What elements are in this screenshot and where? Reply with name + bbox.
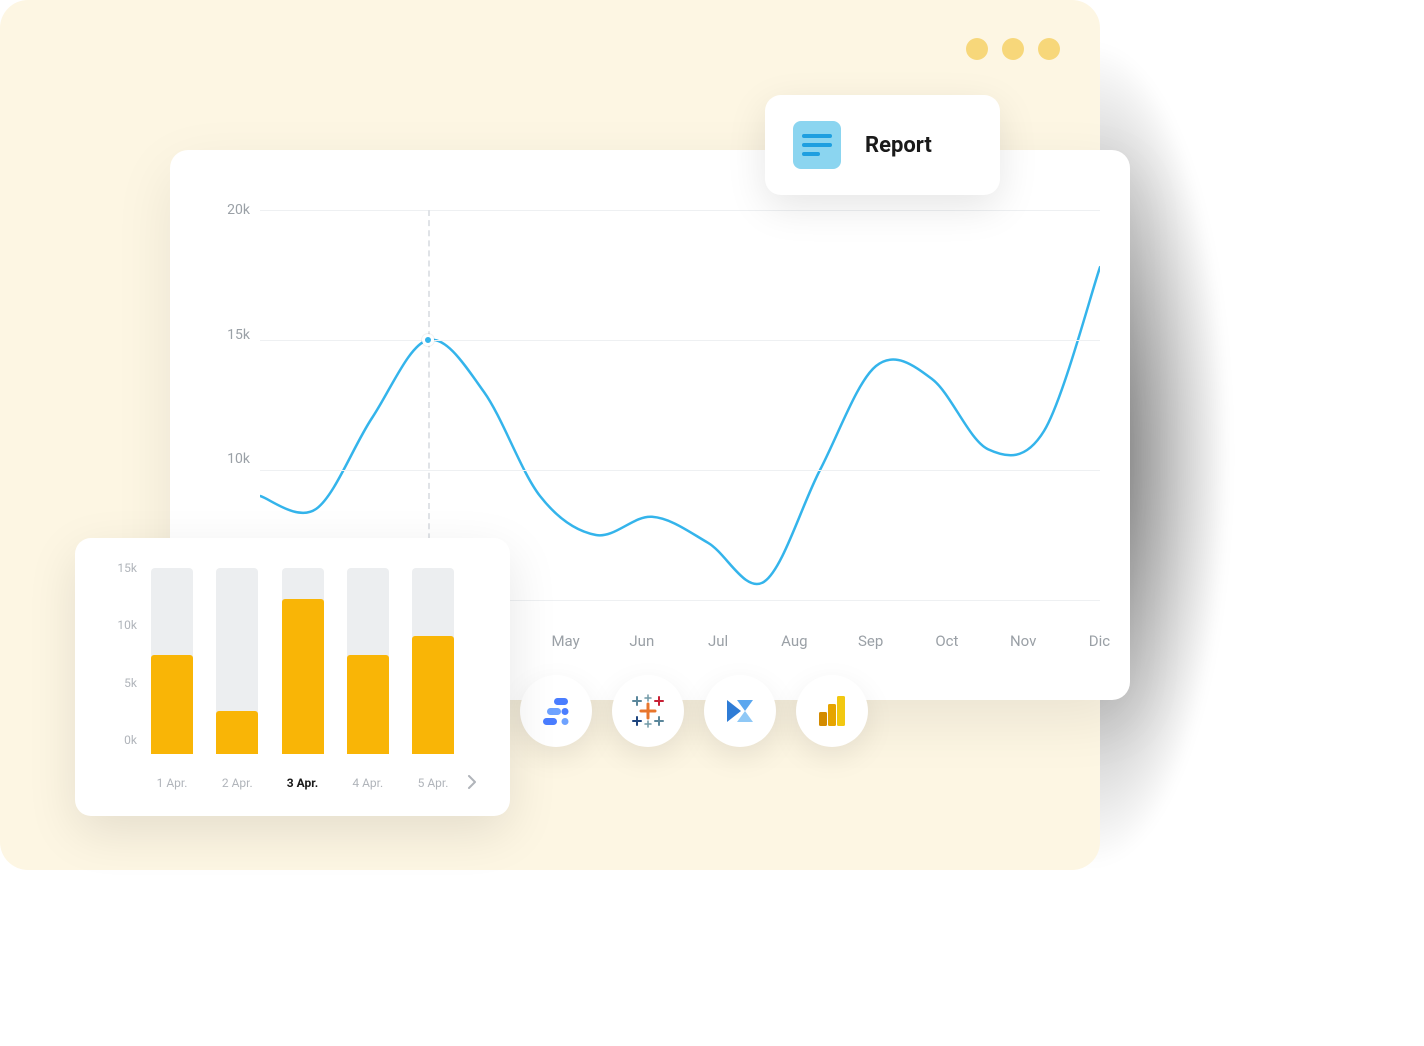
line-series [260, 267, 1100, 584]
power-automate-icon[interactable] [704, 675, 776, 747]
bar-fill [282, 599, 324, 754]
x-tick-label: Jul [718, 632, 719, 650]
bar-fill [216, 711, 258, 754]
window-controls [966, 38, 1060, 60]
bar-chart-x-axis: 1 Apr. 2 Apr. 3 Apr. 4 Apr. 5 Apr. [151, 776, 454, 790]
bar-track [151, 568, 193, 754]
y-tick-label: 5k [101, 676, 137, 690]
data-studio-icon[interactable] [520, 675, 592, 747]
gridline [260, 470, 1100, 471]
bar-fill [412, 636, 454, 754]
bar-track [216, 568, 258, 754]
bar-track [412, 568, 454, 754]
x-tick-label[interactable]: 5 Apr. [412, 776, 454, 790]
x-tick-label: Nov [1023, 632, 1024, 650]
canvas: 20k15k10k5k JanFebMarAprMayJunJulAugSepO… [0, 0, 1424, 1046]
window-dot [1002, 38, 1024, 60]
x-tick-label: Jun [641, 632, 642, 650]
x-tick-label: Dic [1099, 632, 1100, 650]
y-tick-label: 10k [101, 618, 137, 632]
gridline [260, 210, 1100, 211]
bar-fill [347, 655, 389, 754]
x-tick-label[interactable]: 2 Apr. [216, 776, 258, 790]
next-page-button[interactable] [460, 770, 484, 794]
x-tick-label: Oct [946, 632, 947, 650]
bar-track [347, 568, 389, 754]
tableau-icon[interactable] [612, 675, 684, 747]
x-tick-label: Aug [794, 632, 795, 650]
chevron-right-icon [467, 775, 477, 789]
x-tick-label[interactable]: 1 Apr. [151, 776, 193, 790]
highlight-marker-dot [422, 334, 434, 346]
bar-track [282, 568, 324, 754]
x-tick-label[interactable]: 3 Apr. [282, 776, 324, 790]
y-tick-label: 20k [200, 202, 250, 218]
x-tick-label: May [565, 632, 566, 650]
bar-fill [151, 655, 193, 754]
power-bi-icon[interactable] [796, 675, 868, 747]
bar-chart-y-axis: 15k10k5k0k [101, 568, 137, 754]
report-label: Report [865, 133, 932, 158]
x-tick-label[interactable]: 4 Apr. [347, 776, 389, 790]
x-tick-label: Sep [870, 632, 871, 650]
y-tick-label: 15k [101, 561, 137, 575]
integration-icons [520, 675, 868, 747]
bar-chart: 15k10k5k0k 1 Apr.2 Apr.3 Apr.4 Apr.5 Apr… [101, 568, 484, 794]
report-icon [793, 121, 841, 169]
bar-chart-bars [151, 568, 454, 754]
gridline [260, 340, 1100, 341]
y-tick-label: 15k [200, 327, 250, 343]
bar-chart-card: 15k 10k 5k 0k 1 Apr. 2 Apr. 3 Apr. 4 Apr. 5 Apr… [75, 538, 510, 816]
window-dot [1038, 38, 1060, 60]
window-dot [966, 38, 988, 60]
y-tick-label: 10k [200, 451, 250, 467]
y-tick-label: 0k [101, 733, 137, 747]
report-badge[interactable]: Report [765, 95, 1000, 195]
